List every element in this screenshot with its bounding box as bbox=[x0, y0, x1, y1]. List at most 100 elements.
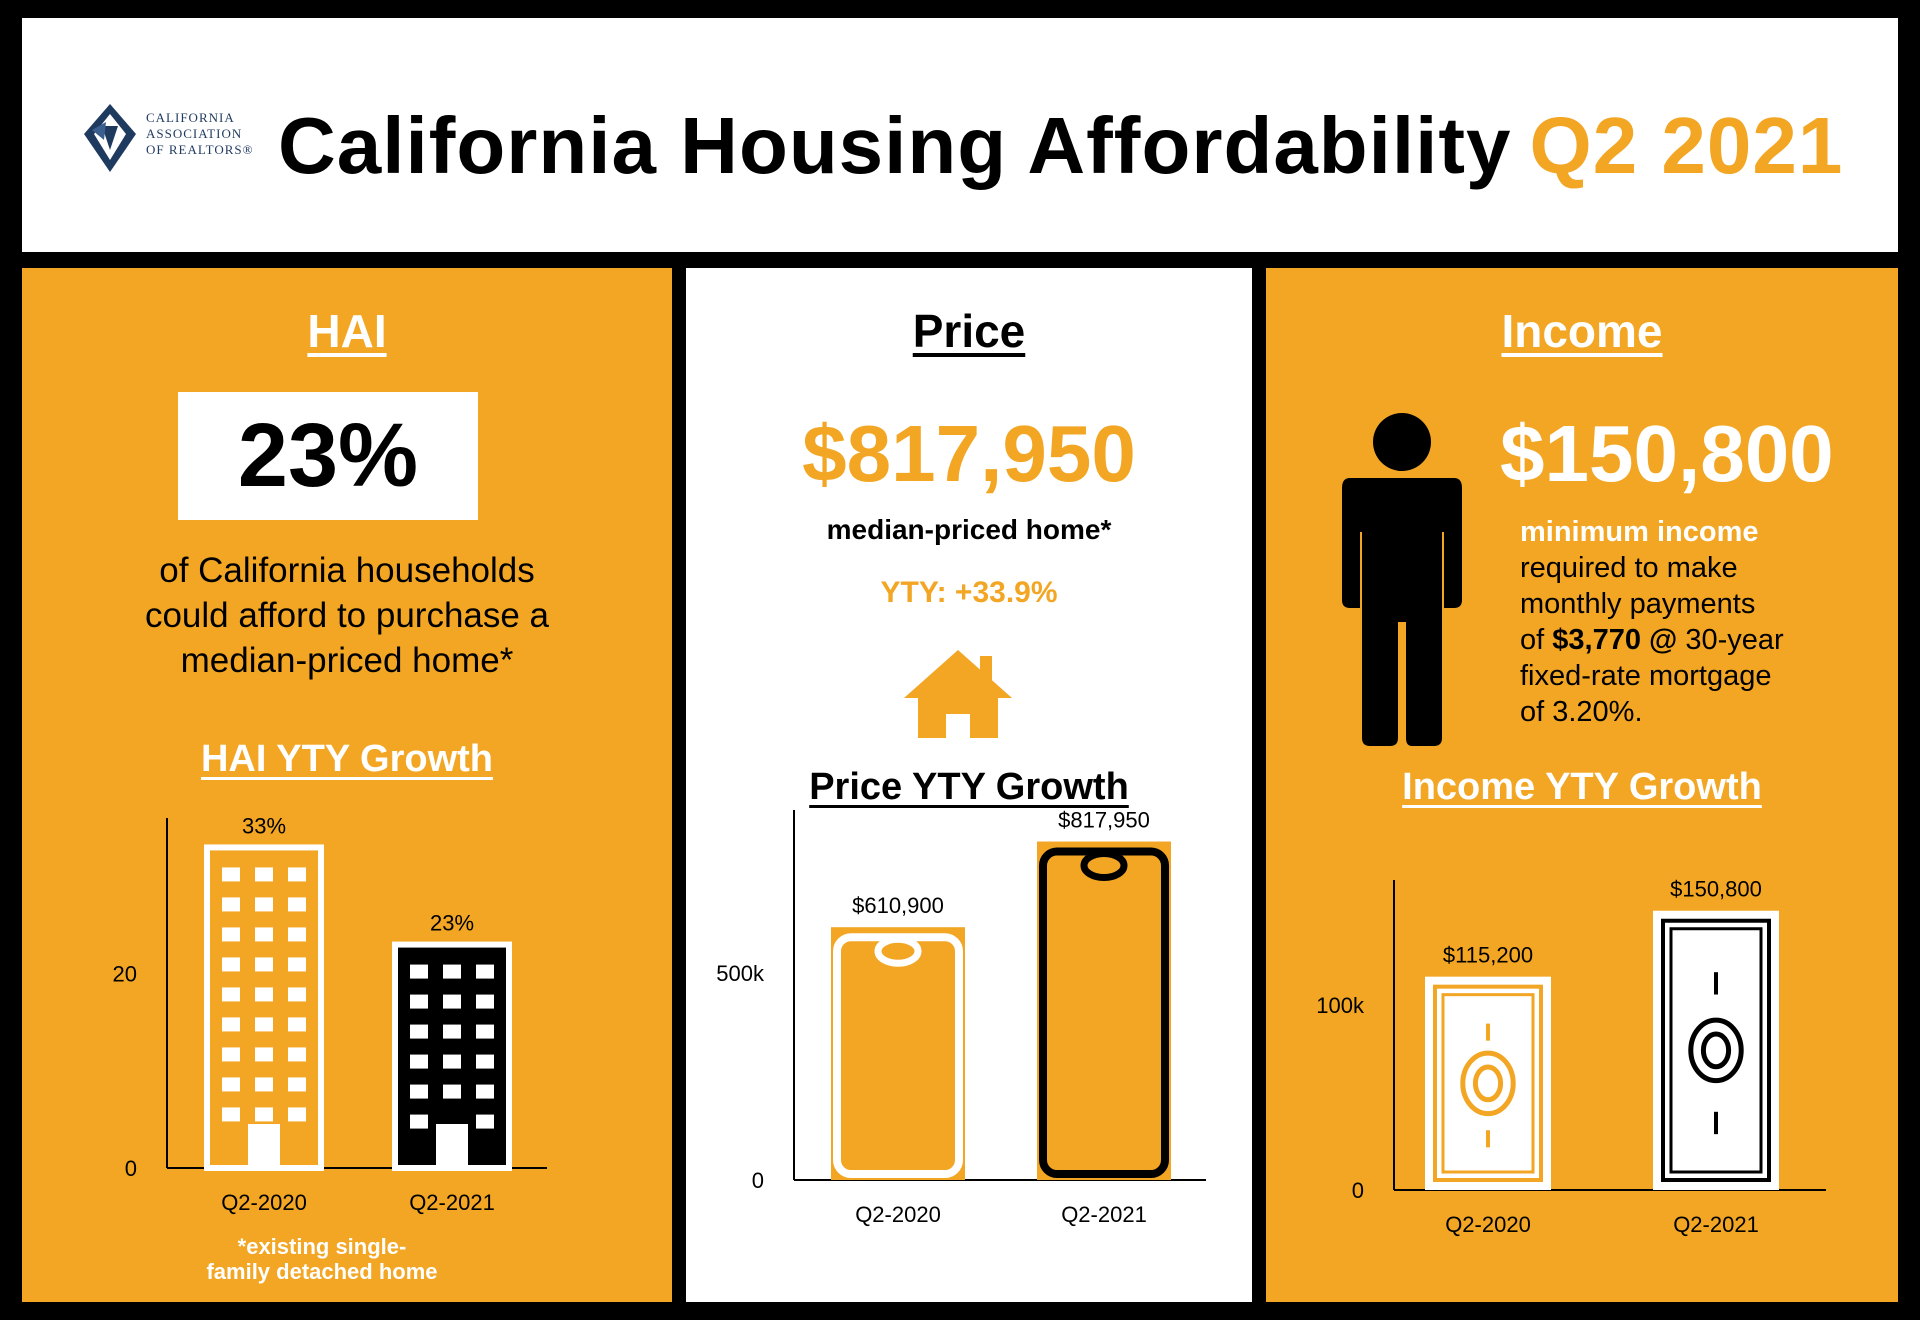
price-value: $817,950 bbox=[802, 409, 1136, 498]
eagle-logo-icon bbox=[84, 104, 136, 172]
y-tick-label: 20 bbox=[113, 962, 137, 987]
y-tick-label: 0 bbox=[1352, 1178, 1364, 1203]
footnote-line: family detached home bbox=[206, 1259, 438, 1284]
window bbox=[288, 867, 306, 882]
bar bbox=[1425, 976, 1551, 1190]
window bbox=[410, 994, 428, 1009]
y-tick-label: 100k bbox=[1316, 993, 1365, 1018]
window bbox=[288, 1107, 306, 1122]
header: CALIFORNIA ASSOCIATION OF REALTORS® Cali… bbox=[22, 18, 1898, 252]
window bbox=[255, 1017, 273, 1032]
bar-body bbox=[1037, 841, 1171, 1180]
y-tick-label: 0 bbox=[125, 1156, 137, 1181]
window bbox=[443, 1084, 461, 1099]
x-tick-label: Q2-2020 bbox=[855, 1202, 941, 1227]
bar bbox=[1037, 841, 1171, 1180]
income-value: $150,800 bbox=[1500, 409, 1834, 498]
x-tick-label: Q2-2021 bbox=[1673, 1212, 1759, 1237]
hai-chart-title: HAI YTY Growth bbox=[200, 738, 494, 780]
hai-title: HAI bbox=[307, 305, 387, 357]
window bbox=[476, 1084, 494, 1099]
bill-inner bbox=[1669, 927, 1763, 1174]
hai-desc-line: median-priced home* bbox=[180, 641, 514, 680]
window bbox=[222, 1077, 240, 1092]
window bbox=[410, 1114, 428, 1129]
footnote-line: *existing single- bbox=[237, 1234, 407, 1259]
window bbox=[222, 897, 240, 912]
house-icon bbox=[904, 650, 1012, 738]
window bbox=[410, 1054, 428, 1069]
tag-hole bbox=[1080, 850, 1128, 882]
person-icon bbox=[1342, 413, 1462, 746]
window bbox=[222, 1107, 240, 1122]
income-desc-line: of 3.20%. bbox=[1520, 696, 1643, 728]
bar bbox=[1653, 910, 1779, 1190]
title-text: California Housing Affordability bbox=[278, 101, 1512, 190]
logo-line: CALIFORNIA bbox=[146, 110, 235, 125]
logo-text: CALIFORNIA ASSOCIATION OF REALTORS® bbox=[146, 110, 254, 158]
window bbox=[222, 987, 240, 1002]
window bbox=[255, 897, 273, 912]
hai-panel: HAI 23% of California households could a… bbox=[22, 268, 672, 1302]
window bbox=[410, 1024, 428, 1039]
bill-seal-inner bbox=[1700, 1031, 1732, 1070]
income-chart-title: Income YTY Growth bbox=[1402, 766, 1762, 808]
window bbox=[255, 1077, 273, 1092]
hai-desc-line: of California households bbox=[159, 551, 535, 590]
income-desc-line: monthly payments bbox=[1520, 588, 1756, 620]
income-desc-line: fixed-rate mortgage bbox=[1520, 660, 1772, 692]
logo-line: ASSOCIATION bbox=[146, 126, 243, 141]
window bbox=[255, 867, 273, 882]
window bbox=[476, 1114, 494, 1129]
income-desc-text: of bbox=[1520, 624, 1553, 656]
bar-body bbox=[831, 927, 965, 1180]
price-panel: Price $817,950 median-priced home* YTY: … bbox=[686, 268, 1252, 1302]
window bbox=[288, 987, 306, 1002]
bar bbox=[392, 941, 512, 1171]
footnote: *existing single- family detached home bbox=[172, 1234, 472, 1284]
window bbox=[288, 1047, 306, 1062]
window bbox=[443, 1054, 461, 1069]
bar bbox=[831, 927, 965, 1180]
income-chart: 0 100k $115,200 Q2-2020 $150,800 Q2-2021 bbox=[1316, 877, 1826, 1237]
income-desc-text: 30-year bbox=[1677, 624, 1784, 656]
page-title: California Housing Affordability Q2 2021 bbox=[278, 100, 1843, 192]
price-yty: YTY: +33.9% bbox=[880, 576, 1058, 609]
window bbox=[255, 927, 273, 942]
data-label: $150,800 bbox=[1670, 877, 1762, 902]
window bbox=[222, 1047, 240, 1062]
income-desc-line: of $3,770 @ 30-year bbox=[1520, 622, 1850, 658]
hai-desc-line: could afford to purchase a bbox=[144, 596, 550, 635]
x-tick-label: Q2-2020 bbox=[1445, 1212, 1531, 1237]
income-panel: Income $150,800 minimum income required … bbox=[1266, 268, 1898, 1302]
bill-seal bbox=[1460, 1050, 1516, 1117]
price-chart: 0 500k $610,900 Q2-2020 $817,950 Q2-2021 bbox=[716, 808, 1206, 1227]
window bbox=[222, 1017, 240, 1032]
logo-line: OF REALTORS® bbox=[146, 142, 254, 157]
data-label: $115,200 bbox=[1443, 943, 1533, 968]
door bbox=[248, 1124, 280, 1168]
x-tick-label: Q2-2021 bbox=[1061, 1202, 1147, 1227]
window bbox=[410, 1084, 428, 1099]
window bbox=[410, 964, 428, 979]
hai-chart: 0 20 33% Q2-2020 23% Q2-2021 bbox=[113, 813, 547, 1215]
window bbox=[255, 987, 273, 1002]
price-chart-title: Price YTY Growth bbox=[809, 766, 1129, 808]
window bbox=[288, 957, 306, 972]
data-label: $817,950 bbox=[1058, 808, 1150, 833]
hai-value: 23% bbox=[178, 392, 478, 520]
bill-border bbox=[1661, 918, 1771, 1182]
window bbox=[288, 897, 306, 912]
income-title: Income bbox=[1501, 305, 1663, 357]
bar-body bbox=[1425, 976, 1551, 1190]
bill-seal-inner bbox=[1472, 1064, 1504, 1103]
window bbox=[222, 957, 240, 972]
window bbox=[255, 957, 273, 972]
car-logo: CALIFORNIA ASSOCIATION OF REALTORS® bbox=[60, 100, 260, 190]
data-label: $610,900 bbox=[852, 893, 944, 918]
bar-body bbox=[1653, 910, 1779, 1190]
window bbox=[288, 927, 306, 942]
window bbox=[476, 964, 494, 979]
income-desc-line: required to make bbox=[1520, 552, 1738, 584]
title-quarter: Q2 2021 bbox=[1529, 101, 1844, 190]
